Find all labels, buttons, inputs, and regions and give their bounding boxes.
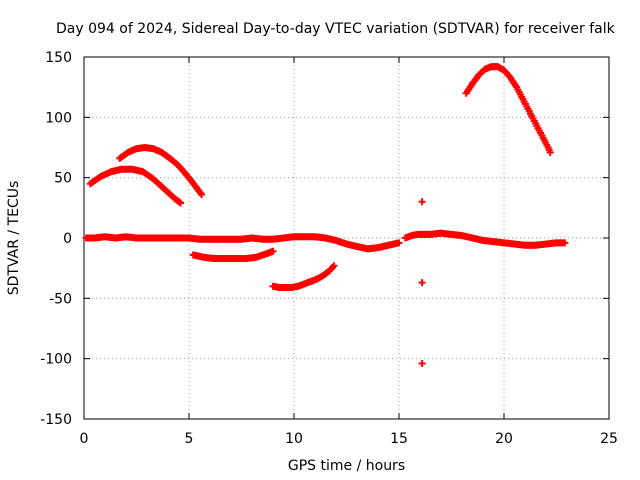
y-tick-label: -50 <box>49 291 72 307</box>
y-tick-label: 100 <box>45 110 72 126</box>
series-arc-a <box>86 165 185 207</box>
x-tick-label: 20 <box>495 431 513 447</box>
series-arc-b <box>116 144 206 199</box>
y-tick-label: 0 <box>63 231 72 247</box>
x-tick-label: 5 <box>185 431 194 447</box>
data-series <box>82 63 569 367</box>
data-point <box>546 148 554 156</box>
data-point <box>198 191 206 199</box>
data-point <box>177 199 185 207</box>
data-point <box>330 262 338 270</box>
x-tick-label: 10 <box>285 431 303 447</box>
data-point <box>418 359 426 367</box>
series-dip-2 <box>269 262 338 291</box>
chart-title: Day 094 of 2024, Sidereal Day-to-day VTE… <box>56 21 616 37</box>
series-outliers <box>418 198 426 367</box>
x-tick-label: 15 <box>390 431 408 447</box>
data-point <box>561 239 569 247</box>
series-dip-1 <box>189 247 277 263</box>
y-tick-label: 50 <box>54 171 72 187</box>
series-arc-c <box>462 63 554 156</box>
tick-labels: 0 5 10 15 20 25 -150 -100 -50 0 50 100 150 <box>40 50 618 447</box>
y-tick-label: 150 <box>45 50 72 66</box>
series-near-zero-2 <box>401 229 569 249</box>
data-point <box>418 279 426 287</box>
series-near-zero-1 <box>82 233 403 253</box>
y-axis-label: SDTVAR / TECUs <box>6 181 22 296</box>
data-point <box>418 198 426 206</box>
x-axis-label: GPS time / hours <box>288 458 405 474</box>
x-tick-label: 0 <box>80 431 89 447</box>
y-tick-label: -150 <box>40 412 72 428</box>
data-point <box>269 247 277 255</box>
y-tick-label: -100 <box>40 352 72 368</box>
x-tick-label: 25 <box>600 431 618 447</box>
data-point <box>395 239 403 247</box>
